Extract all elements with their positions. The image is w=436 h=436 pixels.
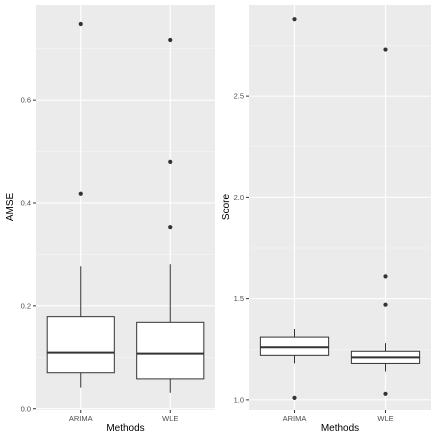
boxplot-wle — [350, 47, 421, 396]
y-tick-label: 0.6 — [21, 96, 31, 105]
outlier-point — [383, 47, 388, 52]
y-tick-label: 1.0 — [234, 395, 244, 404]
outlier-point — [78, 191, 83, 196]
box — [136, 321, 205, 380]
y-tick-label: 0.4 — [21, 199, 31, 208]
y-tick-label: 0.0 — [21, 404, 31, 413]
boxplot-arima — [259, 17, 330, 400]
boxplot-wle — [136, 37, 205, 393]
outlier-point — [292, 395, 297, 400]
outlier-point — [168, 37, 173, 43]
y-axis-title: Score — [221, 194, 232, 221]
y-tick-label: 1.5 — [234, 294, 244, 303]
outlier-point — [78, 21, 83, 27]
outlier-point — [168, 225, 173, 230]
box — [259, 336, 330, 356]
outlier-point — [383, 391, 388, 396]
score-panel: 1.0 1.5 2.0 2.5 ARIMA WLE Methods Score — [221, 5, 431, 434]
y-tick-label: 0.2 — [21, 301, 31, 310]
outlier-point — [383, 302, 388, 307]
outlier-point — [168, 159, 173, 164]
outlier-point — [383, 274, 388, 279]
x-tick-label: ARIMA — [283, 414, 307, 423]
amse-panel: 0.0 0.2 0.4 0.6 ARIMA WLE Methods AMSE — [5, 5, 215, 434]
box — [46, 316, 115, 374]
x-tick-label: WLE — [377, 414, 393, 423]
x-tick-label: ARIMA — [69, 414, 93, 423]
x-axis-title: Methods — [321, 423, 359, 434]
boxplot-arima — [46, 21, 115, 388]
outlier-point — [292, 17, 297, 22]
x-axis-title: Methods — [106, 423, 144, 434]
y-tick-label: 2.5 — [234, 92, 244, 101]
y-tick-label: 2.0 — [234, 193, 244, 202]
y-axis-title: AMSE — [5, 193, 16, 222]
x-tick-label: WLE — [162, 414, 178, 423]
